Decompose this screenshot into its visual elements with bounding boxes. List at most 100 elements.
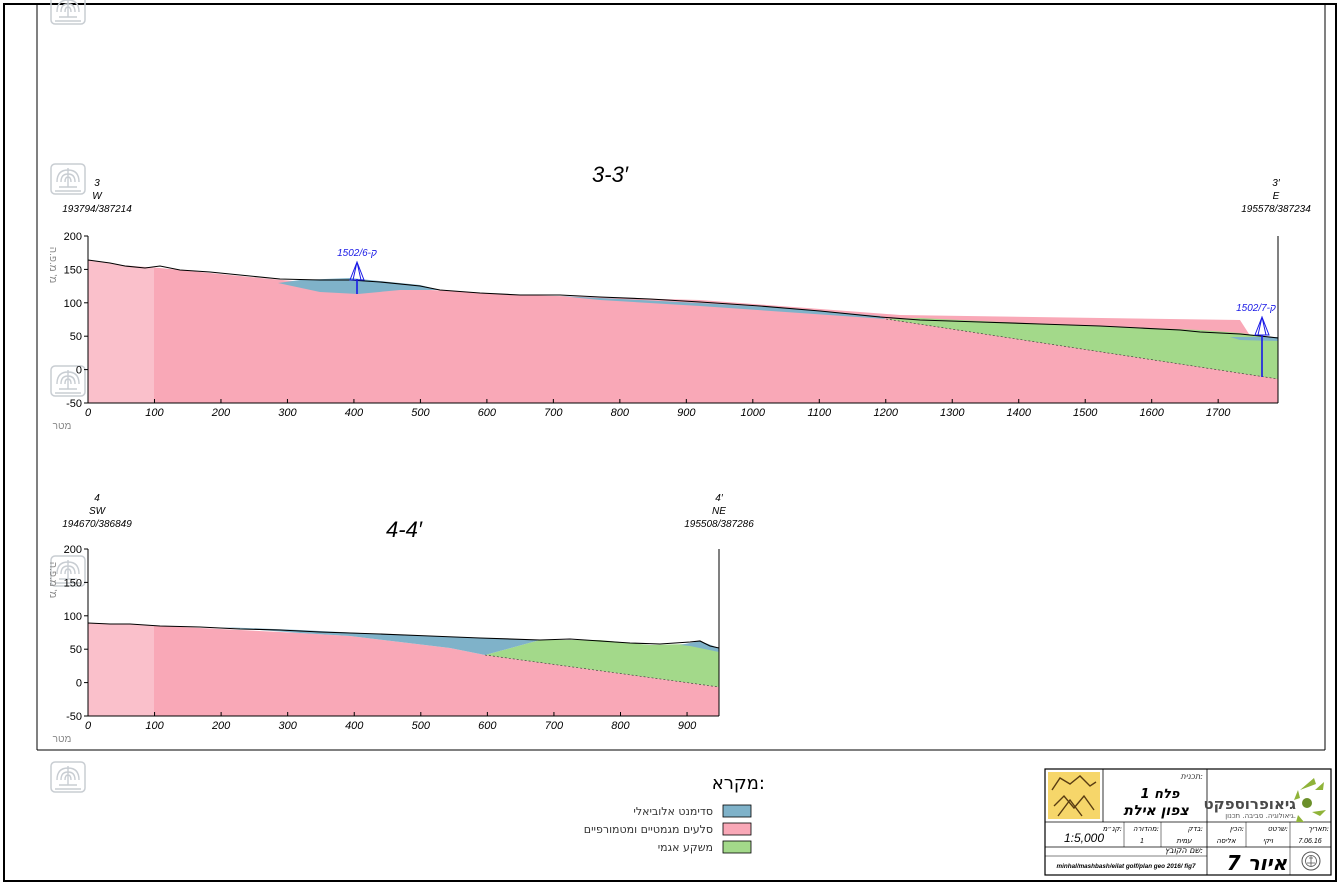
point-direction: E (1273, 191, 1280, 202)
company-subtitle: גיאולוגיה. סביבה. תכנון. (1225, 812, 1296, 820)
x-tick-label: 1300 (940, 407, 965, 419)
point-direction: NE (712, 506, 726, 517)
x-tick-label: 400 (345, 720, 364, 732)
title-block: גיאופרוספקט גיאולוגיה. סביבה. תכנון. תכנ… (1044, 768, 1332, 876)
y-tick-label: -50 (66, 711, 82, 723)
y-tick-label: 200 (64, 231, 82, 243)
point-coords: 195578/387234 (1241, 204, 1311, 215)
edition-value: 1 (1140, 838, 1144, 845)
x-tick-label: 100 (145, 407, 164, 419)
x-tick-label: 400 (345, 407, 364, 419)
alluvial-sediment-layer (680, 641, 719, 652)
sheet-frame (3, 3, 1337, 882)
x-tick-label: 0 (85, 720, 92, 732)
site-sketch (1048, 772, 1100, 819)
point-direction: SW (89, 506, 107, 517)
figure-number: איור 7 (1227, 851, 1288, 875)
ground-surface-line (87, 259, 1279, 339)
borehole-label: 1502/6-ק (337, 248, 377, 259)
y-tick-label: 200 (64, 544, 82, 556)
legend-swatch-lacustrine (722, 840, 752, 854)
checked-value: עמית (1176, 837, 1192, 845)
y-tick-labels: -50 0 50 100 150 200 (64, 231, 88, 410)
x-tick-label: 200 (211, 720, 231, 732)
x-tick-label: 1400 (1006, 407, 1031, 419)
x-tick-label: 1500 (1073, 407, 1098, 419)
x-tick-labels: 0 100 200 300 400 500 600 700 800 900 (85, 712, 697, 732)
y-axis-label: מ' מ.פ.ה (47, 562, 58, 599)
x-tick-label: 600 (478, 407, 497, 419)
plan-line-1: פלח 1 (1141, 787, 1180, 802)
section-start-shading (88, 621, 154, 716)
x-axis-label: מטר (53, 734, 72, 745)
legend-swatch-magmatic (722, 822, 752, 836)
x-tick-label: 300 (278, 407, 297, 419)
section-3-3: 3-3′ 3 W 193794/387214 3′ E 195578/38723… (47, 162, 1311, 432)
legend-label: סלעים מגמטיים ומטמורפיים (584, 823, 713, 836)
alluvial-sediment-layer (1230, 337, 1278, 341)
section-4-4: 4-4′ 4 SW 194670/386849 4′ NE 195508/387… (47, 493, 754, 745)
legend-label: סדימנט אלוביאלי (633, 805, 713, 818)
y-tick-label: 150 (64, 577, 82, 589)
edition-label: מהדורה: (1133, 825, 1159, 833)
emblem-watermark-icon (50, 761, 86, 793)
x-tick-label: 1000 (741, 407, 766, 419)
point-id: 4 (94, 493, 100, 504)
y-tick-label: 50 (70, 331, 82, 343)
emblem-watermark-icon (50, 163, 86, 195)
drill-rig-icon (349, 260, 365, 281)
magmatic-metamorphic-layer (88, 623, 719, 716)
alluvial-sediment-layer (220, 627, 540, 655)
legend-swatch-alluvial (722, 804, 752, 818)
x-axis-label: מטר (53, 421, 72, 432)
prepared-label: הכין: (1230, 825, 1244, 833)
x-tick-label: 1700 (1206, 407, 1231, 419)
drawn-value: ויקי (1263, 837, 1274, 845)
company-logo-icon (1294, 778, 1326, 822)
x-tick-label: 500 (412, 720, 431, 732)
date-value: 7.06.16 (1298, 838, 1321, 845)
point-direction: W (92, 191, 103, 202)
site-sketch-icon (1051, 775, 1097, 817)
y-tick-labels: -50 0 50 100 150 200 (64, 544, 88, 723)
plan-line-2: צפון אילת (1123, 803, 1189, 819)
y-tick-label: 150 (64, 264, 82, 276)
x-tick-label: 1100 (807, 407, 832, 419)
legend-label: משקע אגמי (658, 841, 713, 854)
x-tick-label: 500 (411, 407, 430, 419)
x-tick-label: 300 (279, 720, 298, 732)
drawn-label: שרטט: (1268, 825, 1288, 833)
x-tick-label: 600 (478, 720, 497, 732)
y-tick-label: 100 (64, 611, 82, 623)
magmatic-metamorphic-layer (88, 260, 1278, 403)
x-tick-label: 900 (677, 407, 696, 419)
point-id: 3′ (1272, 178, 1281, 189)
seal-icon (1301, 851, 1321, 871)
scale-value: 1:5,000 (1064, 831, 1104, 845)
borehole-1502-6: 1502/6-ק (337, 248, 377, 294)
x-tick-labels: 0 100 200 300 400 500 600 700 800 900 1000 1100 1200… (85, 399, 1231, 419)
file-label: שם הקובץ: (1165, 846, 1204, 855)
x-tick-label: 800 (611, 407, 630, 419)
y-tick-label: 0 (76, 365, 82, 377)
x-tick-label: 900 (678, 720, 697, 732)
x-tick-label: 100 (145, 720, 164, 732)
point-coords: 195508/387286 (684, 519, 754, 530)
section-title: 3-3′ (592, 162, 629, 187)
x-tick-label: 1600 (1139, 407, 1164, 419)
date-label: תאריך: (1308, 825, 1329, 833)
y-tick-label: -50 (66, 398, 82, 410)
lacustrine-layer (485, 640, 719, 687)
ground-surface-line (87, 622, 720, 649)
checked-label: בדק: (1188, 825, 1203, 833)
section-start-shading (88, 258, 154, 403)
y-tick-label: 50 (70, 644, 82, 656)
scale-label: קנ״מ: (1103, 825, 1122, 833)
point-id: 3 (94, 178, 100, 189)
y-tick-label: 0 (76, 678, 82, 690)
prepared-value: אליסה (1216, 837, 1236, 845)
y-axis-label: מ' מ.פ.ה (47, 247, 58, 284)
alluvial-sediment-layer (560, 296, 886, 319)
x-tick-label: 700 (544, 407, 563, 419)
